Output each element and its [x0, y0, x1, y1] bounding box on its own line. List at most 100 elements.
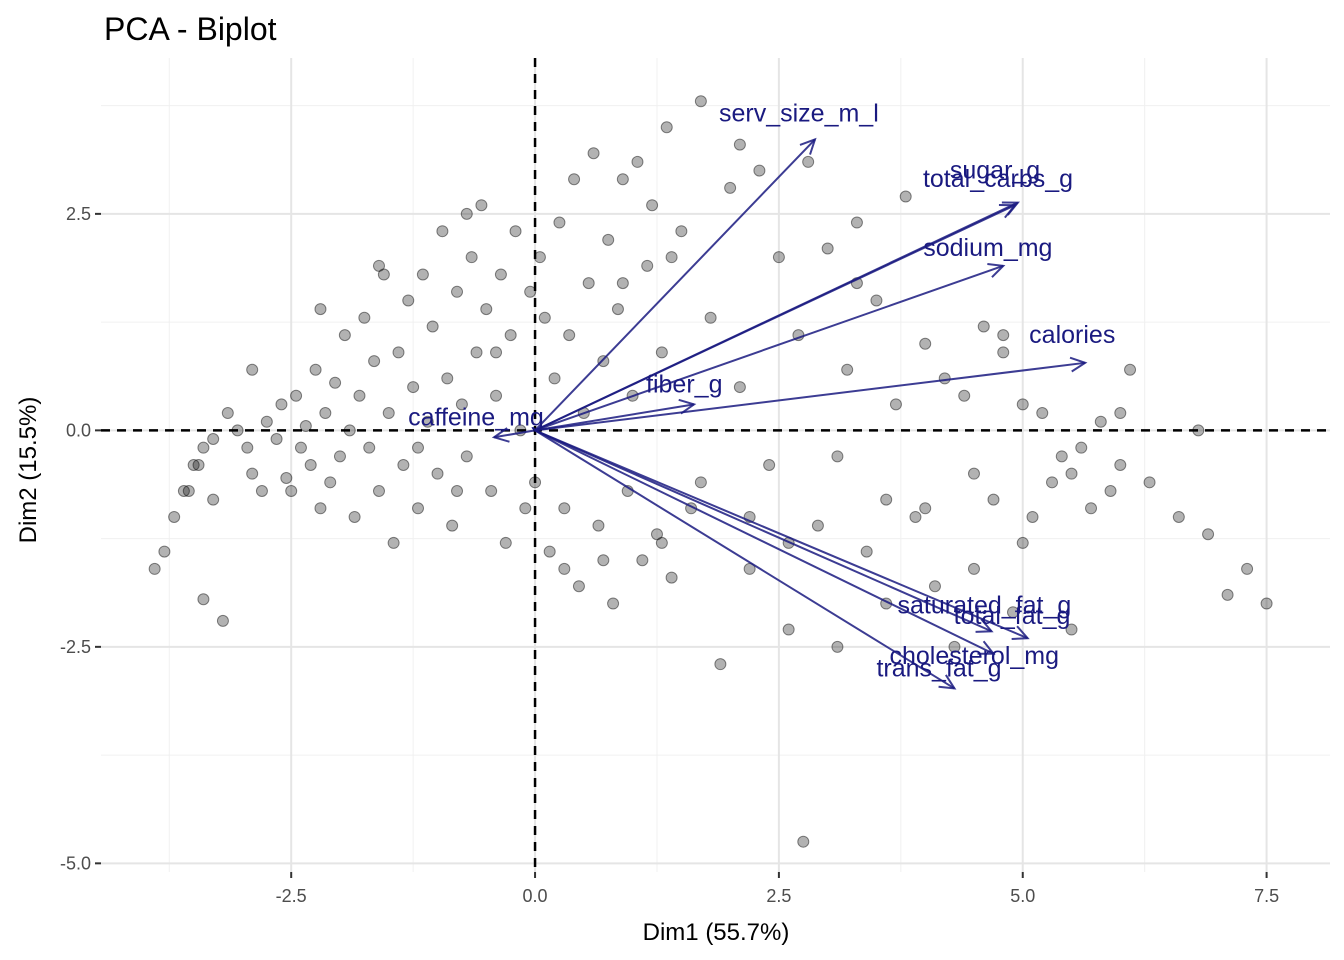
label-fiber_g: fiber_g [646, 370, 722, 398]
data-point [665, 251, 678, 264]
arrowhead-saturated_fat_g [975, 618, 994, 633]
arrow-trans_fat_g [534, 429, 955, 690]
data-point [1065, 623, 1078, 636]
data-point [490, 389, 503, 402]
data-point [919, 502, 932, 515]
data-point [207, 433, 220, 446]
data-point [441, 372, 454, 385]
data-point [221, 407, 234, 420]
data-point [597, 355, 610, 368]
arrow-caffeine_mg [493, 429, 536, 439]
data-point [290, 389, 303, 402]
data-point [431, 467, 444, 480]
data-point [870, 294, 883, 307]
data-point [592, 519, 605, 532]
label-total_fat_g: total_fat_g [954, 602, 1071, 630]
data-point [694, 476, 707, 489]
data-point [1055, 450, 1068, 463]
label-caffeine_mg: caffeine_mg [408, 403, 544, 431]
data-point [572, 580, 585, 593]
data-point [255, 484, 268, 497]
data-point [548, 372, 561, 385]
data-point [451, 484, 464, 497]
data-point [1016, 536, 1029, 549]
data-point [850, 216, 863, 229]
data-point [504, 329, 517, 342]
data-point [490, 346, 503, 359]
y-tick-label: 2.5 [66, 204, 91, 224]
data-point [197, 441, 210, 454]
data-point [1221, 588, 1234, 601]
data-point [241, 441, 254, 454]
data-point [348, 510, 361, 523]
data-point [1114, 459, 1127, 471]
data-point [460, 207, 473, 220]
data-point [494, 268, 507, 281]
data-point [387, 536, 400, 549]
data-point [377, 268, 390, 281]
data-point [938, 372, 951, 385]
data-point [704, 311, 717, 324]
arrowhead-calories [1069, 356, 1088, 373]
data-point [733, 381, 746, 394]
data-point [338, 329, 351, 342]
data-point [465, 251, 478, 264]
data-point [1016, 398, 1029, 411]
data-point [158, 545, 171, 558]
data-point [1114, 407, 1127, 420]
grid [101, 58, 1330, 872]
arrowhead-total_fat_g [1011, 625, 1030, 641]
data-point [977, 320, 990, 333]
data-point [558, 502, 571, 515]
label-sodium_mg: sodium_mg [923, 234, 1052, 262]
data-point [860, 545, 873, 558]
data-point [602, 233, 615, 246]
label-total_carbs_g: total_carbs_g [923, 165, 1073, 193]
data-point [372, 259, 385, 272]
data-point [197, 593, 210, 606]
data-point [402, 294, 415, 307]
data-point [967, 562, 980, 575]
x-tick-label: 7.5 [1254, 886, 1279, 906]
data-point [665, 571, 678, 584]
data-point [1006, 606, 1019, 619]
data-point [485, 484, 498, 497]
data-point [568, 173, 581, 186]
data-point [880, 493, 893, 506]
data-point [797, 835, 810, 848]
data-point [1026, 510, 1039, 523]
data-point [246, 363, 259, 376]
data-point [782, 623, 795, 636]
data-point [611, 303, 624, 316]
data-point [675, 225, 688, 238]
data-point [841, 363, 854, 376]
data-point [616, 277, 629, 290]
label-serv_size_m_l: serv_size_m_l [719, 99, 879, 127]
data-point [168, 510, 181, 523]
data-point [646, 199, 659, 212]
data-point [480, 303, 493, 316]
data-point [260, 415, 273, 428]
y-tick-label: -2.5 [60, 637, 91, 657]
data-point [694, 95, 707, 108]
data-point [207, 493, 220, 506]
data-point [987, 493, 1000, 506]
data-point [1241, 562, 1254, 575]
data-point [246, 467, 259, 480]
data-point [967, 467, 980, 480]
chart-title: PCA - Biplot [104, 11, 277, 47]
data-point [182, 484, 195, 497]
data-point [538, 311, 551, 324]
data-point [333, 450, 346, 463]
data-point [353, 389, 366, 402]
data-point [831, 450, 844, 463]
data-point [397, 459, 410, 471]
data-point [426, 320, 439, 333]
data-point [314, 303, 327, 316]
data-point [363, 441, 376, 454]
data-point [616, 173, 629, 186]
y-axis: 2.5 0.0 -2.5 -5.0 [60, 204, 101, 873]
data-point [655, 536, 668, 549]
data-point [148, 562, 161, 575]
data-point [1094, 415, 1107, 428]
